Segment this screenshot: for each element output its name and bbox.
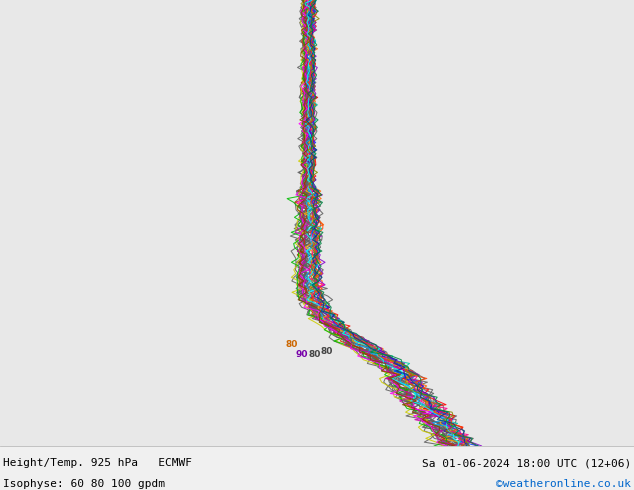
Text: Sa 01-06-2024 18:00 UTC (12+06): Sa 01-06-2024 18:00 UTC (12+06) — [422, 458, 631, 468]
Text: 90: 90 — [296, 350, 308, 359]
Text: 80: 80 — [285, 341, 298, 349]
Text: 80: 80 — [308, 350, 321, 359]
Text: Isophyse: 60 80 100 gpdm: Isophyse: 60 80 100 gpdm — [3, 479, 165, 489]
Text: Height/Temp. 925 hPa   ECMWF: Height/Temp. 925 hPa ECMWF — [3, 458, 192, 468]
Text: 80: 80 — [321, 347, 333, 356]
Text: ©weatheronline.co.uk: ©weatheronline.co.uk — [496, 479, 631, 489]
